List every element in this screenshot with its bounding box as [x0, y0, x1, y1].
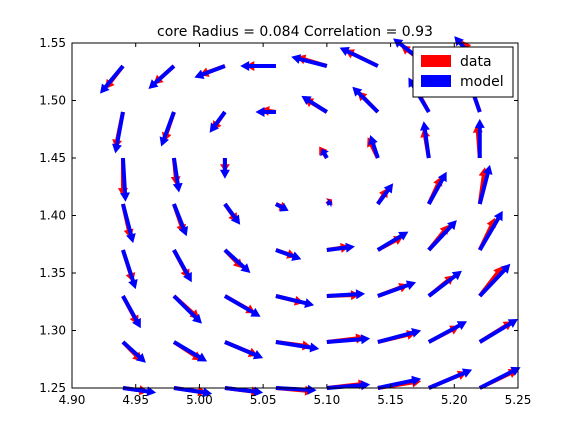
- model-arrow: [477, 164, 493, 205]
- model-arrow: [171, 157, 183, 193]
- model-arrow: [275, 384, 317, 395]
- model-arrow: [326, 334, 371, 345]
- model-arrow: [172, 294, 202, 324]
- y-tick-label: 1.45: [39, 151, 66, 165]
- model-arrow: [121, 295, 141, 329]
- model-arrow: [223, 248, 251, 273]
- legend-label-model: model: [460, 74, 504, 90]
- model-arrow: [428, 368, 473, 390]
- axis-ticks: 4.90 4.95 5.00 5.05 5.10 5.15 5.20 5.25 1.25 1.30…: [39, 36, 531, 407]
- model-arrow: [326, 242, 355, 253]
- model-arrow: [275, 248, 302, 261]
- legend-swatch-data: [421, 55, 451, 67]
- model-arrow: [223, 202, 241, 225]
- model-arrow: [224, 386, 264, 397]
- model-arrow: [352, 86, 380, 114]
- model-arrow: [194, 64, 226, 80]
- model-arrow: [240, 61, 276, 71]
- model-arrow: [427, 171, 447, 205]
- x-tick-label: 5.15: [377, 393, 404, 407]
- y-tick-label: 1.35: [39, 266, 66, 280]
- model-arrow: [320, 148, 329, 159]
- model-arrow: [275, 340, 320, 353]
- model-arrow: [326, 198, 332, 208]
- x-tick-label: 5.10: [313, 393, 340, 407]
- model-arrow: [173, 386, 213, 398]
- x-tick-label: 5.25: [505, 393, 532, 407]
- model-arrow: [339, 47, 379, 68]
- model-arrow: [427, 220, 457, 252]
- model-arrow: [112, 111, 125, 154]
- model-arrow: [172, 249, 192, 283]
- model-arrow: [377, 280, 417, 298]
- x-tick-label: 4.90: [59, 393, 86, 407]
- model-arrow: [326, 380, 371, 391]
- chart-title: core Radius = 0.084 Correlation = 0.93: [157, 24, 433, 40]
- arrow-layer: [100, 36, 521, 398]
- model-arrow: [478, 366, 521, 390]
- model-arrow: [478, 210, 503, 252]
- model-arrow: [301, 95, 328, 114]
- model-arrow: [148, 64, 176, 89]
- x-tick-label: 5.20: [441, 393, 468, 407]
- y-tick-label: 1.30: [39, 324, 66, 338]
- model-arrow: [122, 386, 157, 397]
- model-arrow: [478, 319, 518, 344]
- model-arrow: [209, 110, 227, 133]
- model-arrow: [427, 321, 468, 344]
- model-arrow: [172, 203, 189, 237]
- legend-swatch-model: [421, 75, 451, 87]
- legend-label-data: data: [460, 54, 492, 70]
- y-tick-label: 1.55: [39, 36, 66, 50]
- model-arrow: [376, 231, 409, 252]
- model-arrow: [121, 249, 138, 290]
- model-arrow: [376, 183, 394, 206]
- model-arrow: [120, 157, 130, 202]
- model-arrow: [121, 203, 136, 244]
- model-arrow: [219, 158, 230, 179]
- y-tick-label: 1.25: [39, 381, 66, 395]
- model-arrow: [100, 64, 125, 94]
- model-arrow: [172, 340, 208, 362]
- model-arrow: [275, 294, 315, 308]
- y-tick-label: 1.40: [39, 209, 66, 223]
- model-arrow: [223, 294, 261, 317]
- x-tick-label: 5.00: [186, 393, 213, 407]
- model-arrow: [224, 340, 264, 360]
- x-tick-label: 4.95: [122, 393, 149, 407]
- model-arrow: [419, 121, 431, 159]
- legend: data model: [412, 46, 514, 98]
- model-arrow: [159, 111, 176, 147]
- model-arrow: [377, 375, 422, 390]
- model-arrow: [377, 327, 422, 344]
- y-tick-label: 1.50: [39, 94, 66, 108]
- model-arrow: [291, 54, 328, 68]
- model-arrow: [427, 270, 462, 298]
- model-arrow: [326, 289, 366, 300]
- x-tick-label: 5.05: [250, 393, 277, 407]
- model-arrow: [474, 118, 485, 158]
- model-arrow: [121, 340, 146, 363]
- model-arrow: [255, 107, 276, 117]
- model-arrow: [368, 135, 380, 159]
- model-arrow: [478, 263, 511, 298]
- model-arrow: [274, 202, 289, 212]
